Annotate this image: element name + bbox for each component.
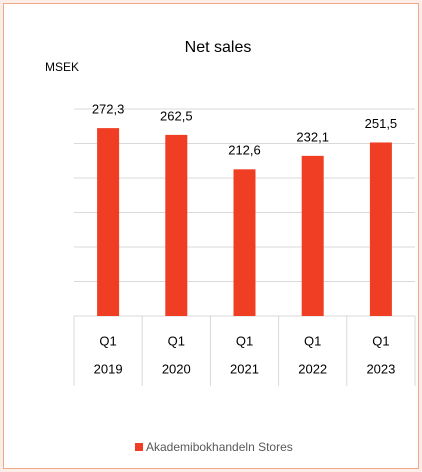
x-tick-label: Q1 [236,333,253,348]
chart-title: Net sales [185,39,252,56]
x-tick-label: Q1 [372,333,389,348]
x-tick-label: Q1 [304,333,321,348]
y-axis-label: MSEK [45,60,79,74]
data-label: 272,3 [92,102,125,117]
chart-frame [3,3,419,469]
bar [369,142,392,316]
x-tick-label: 2019 [94,361,123,376]
x-tick-label: 2023 [366,361,395,376]
data-label: 262,5 [160,108,193,123]
x-tick-label: Q1 [168,333,185,348]
data-label: 232,1 [296,129,329,144]
x-tick-label: 2021 [230,361,259,376]
legend-label: Akademibokhandeln Stores [146,440,293,454]
x-tick-label: 2022 [298,361,327,376]
bar [97,128,120,316]
legend-swatch [135,443,143,451]
bar [233,169,256,316]
x-tick-label: 2020 [162,361,191,376]
data-label: 212,6 [228,143,261,158]
bar [301,155,324,316]
data-label: 251,5 [365,116,398,131]
x-tick-label: Q1 [99,333,116,348]
bar [165,134,188,316]
